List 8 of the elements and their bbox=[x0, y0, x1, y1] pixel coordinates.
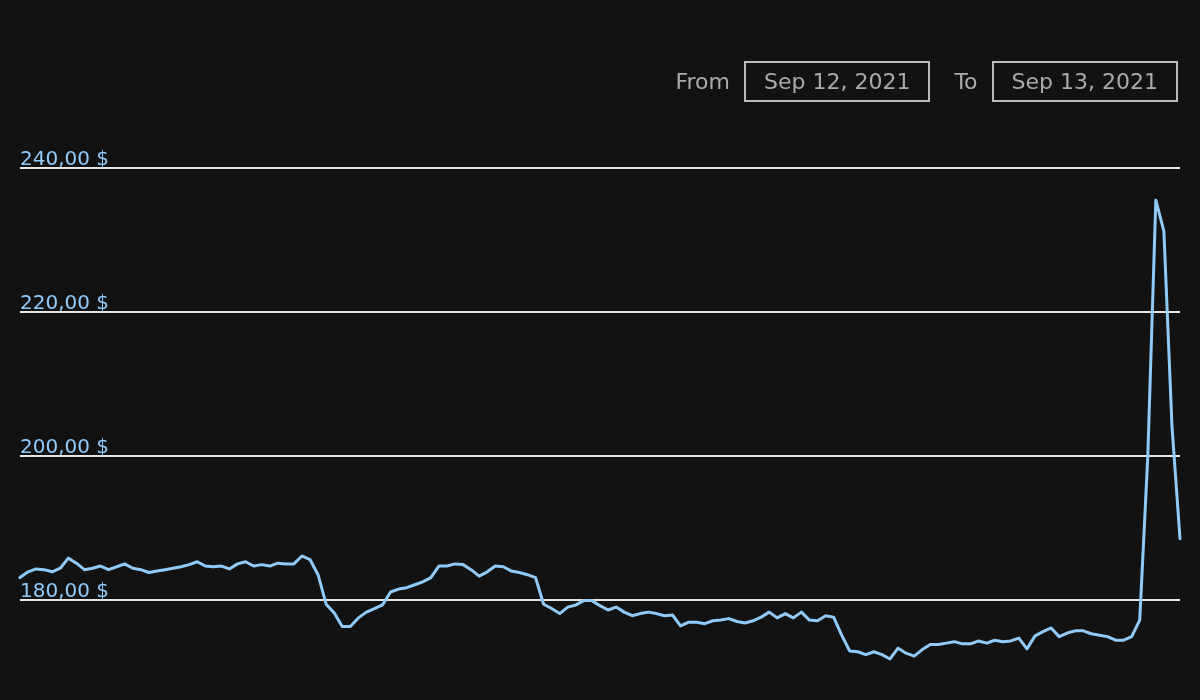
date-field: Sep 12, 2021 bbox=[743, 61, 931, 102]
y-tick-label: 180,00 $ bbox=[20, 577, 110, 602]
annotation: From bbox=[675, 69, 730, 94]
y-tick-label: 200,00 $ bbox=[20, 433, 110, 458]
y-tick-label: 220,00 $ bbox=[20, 289, 110, 314]
y-tick-label: 240,00 $ bbox=[20, 145, 110, 170]
annotation: To bbox=[954, 69, 978, 94]
date-field: Sep 13, 2021 bbox=[991, 61, 1178, 102]
